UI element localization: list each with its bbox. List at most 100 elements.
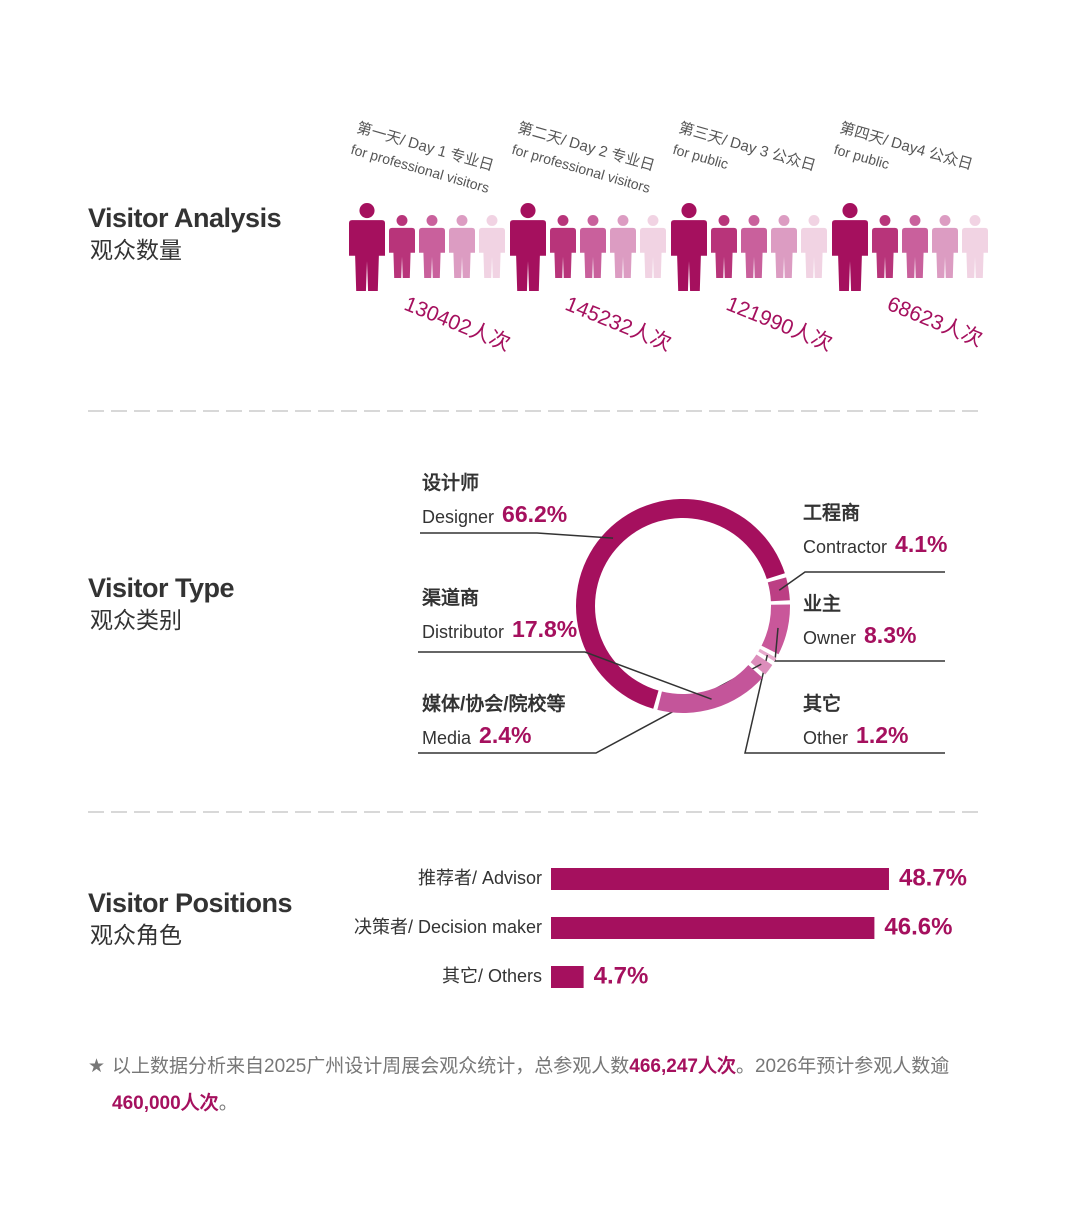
figure-head — [879, 215, 891, 226]
category-cn: 设计师 — [422, 472, 479, 494]
figure-body — [640, 227, 666, 278]
pictogram-group — [349, 203, 505, 291]
figure-body — [771, 227, 797, 278]
leader-line — [778, 571, 945, 591]
value-label: 121990人次 — [723, 292, 836, 355]
figure-body — [671, 220, 707, 291]
figure-head — [909, 215, 921, 226]
category-cn: 业主 — [803, 593, 841, 615]
figure-head — [456, 215, 468, 226]
category-en: Other — [803, 728, 848, 748]
figure-head — [617, 215, 629, 226]
figure-head — [748, 215, 760, 226]
figure-body — [932, 227, 958, 278]
section-subtitle: 观众类别 — [90, 607, 182, 633]
bar — [551, 966, 584, 988]
leader-line — [420, 532, 614, 539]
value-label: 130402人次 — [401, 292, 514, 355]
figure-body — [801, 227, 827, 278]
category-cn: 媒体/协会/院校等 — [422, 692, 566, 715]
category-cn: 渠道商 — [422, 586, 479, 609]
leader-line — [774, 627, 945, 662]
category-en: Media — [422, 728, 472, 748]
bar-label: 决策者/ Decision maker — [354, 917, 542, 937]
category-en: Owner — [803, 628, 856, 648]
value-label: 1.2% — [856, 722, 908, 748]
value-label: 17.8% — [512, 616, 577, 642]
figure-head — [359, 203, 375, 219]
figure-head — [486, 215, 498, 226]
figure-head — [808, 215, 820, 226]
figure-body — [962, 227, 988, 278]
value-label: 48.7% — [899, 864, 967, 891]
figure-head — [939, 215, 951, 226]
value-label: 46.6% — [884, 913, 952, 940]
figure-body — [741, 227, 767, 278]
footnote: ★ 以上数据分析来自2025广州设计周展会观众统计，总参观人数466,247人次。… — [88, 1048, 1012, 1122]
bar-label: 推荐者/ Advisor — [418, 868, 542, 888]
footnote-text: 。2026年预计参观人数逾 — [735, 1056, 950, 1077]
category-en: Designer — [422, 507, 494, 527]
footnote-forecast: 460,000人次 — [112, 1093, 219, 1114]
pictogram-group — [671, 203, 827, 291]
category-en: Distributor — [422, 622, 504, 642]
star-icon: ★ — [88, 1056, 106, 1077]
figure-body — [902, 227, 928, 278]
pictogram-group — [832, 203, 988, 291]
figure-body — [832, 220, 868, 291]
category-cn: 其它 — [803, 692, 841, 715]
donut-slice — [767, 577, 790, 602]
figure-head — [842, 203, 858, 219]
figure-body — [479, 227, 505, 278]
figure-body — [872, 227, 898, 278]
figure-body — [711, 227, 737, 278]
section-title: Visitor Positions — [88, 888, 292, 918]
value-label: 145232人次 — [562, 292, 675, 355]
leader-line — [418, 651, 712, 700]
bar — [551, 868, 889, 890]
day-label: 第四天/ Day4 公众日 — [838, 118, 975, 173]
figure-body — [389, 227, 415, 278]
footnote-text: 。 — [218, 1093, 238, 1114]
category-cn: 工程商 — [803, 501, 860, 524]
figure-body — [610, 227, 636, 278]
figure-body — [419, 227, 445, 278]
value-label: 4.7% — [594, 962, 649, 989]
donut-slice — [750, 654, 773, 675]
section-title: Visitor Type — [88, 573, 235, 603]
figure-body — [449, 227, 475, 278]
figure-head — [681, 203, 697, 219]
figure-head — [718, 215, 730, 226]
figure-head — [969, 215, 981, 226]
figure-head — [396, 215, 408, 226]
value-label: 68623人次 — [884, 292, 986, 351]
category-en: Contractor — [803, 537, 887, 557]
section-title: Visitor Analysis — [88, 203, 281, 233]
footnote-total: 466,247人次 — [629, 1056, 736, 1077]
figure-head — [778, 215, 790, 226]
value-label: 8.3% — [864, 622, 916, 648]
footnote-text: 以上数据分析来自2025广州设计周展会观众统计，总参观人数 — [112, 1056, 630, 1077]
bar — [551, 917, 875, 939]
figure-body — [510, 220, 546, 291]
pictogram-group — [510, 203, 666, 291]
section-subtitle: 观众角色 — [90, 922, 182, 948]
donut-slice — [761, 604, 790, 655]
value-label: 66.2% — [502, 501, 567, 527]
leader-line — [744, 654, 945, 754]
bar-label: 其它/ Others — [442, 966, 542, 986]
figure-head — [557, 215, 569, 226]
figure-body — [349, 220, 385, 291]
value-label: 2.4% — [479, 722, 531, 748]
value-label: 4.1% — [895, 531, 947, 557]
figure-head — [647, 215, 659, 226]
figure-body — [550, 227, 576, 278]
donut-slice — [657, 664, 763, 713]
figure-head — [426, 215, 438, 226]
figure-body — [580, 227, 606, 278]
figure-head — [520, 203, 536, 219]
figure-head — [587, 215, 599, 226]
section-subtitle: 观众数量 — [90, 237, 182, 263]
